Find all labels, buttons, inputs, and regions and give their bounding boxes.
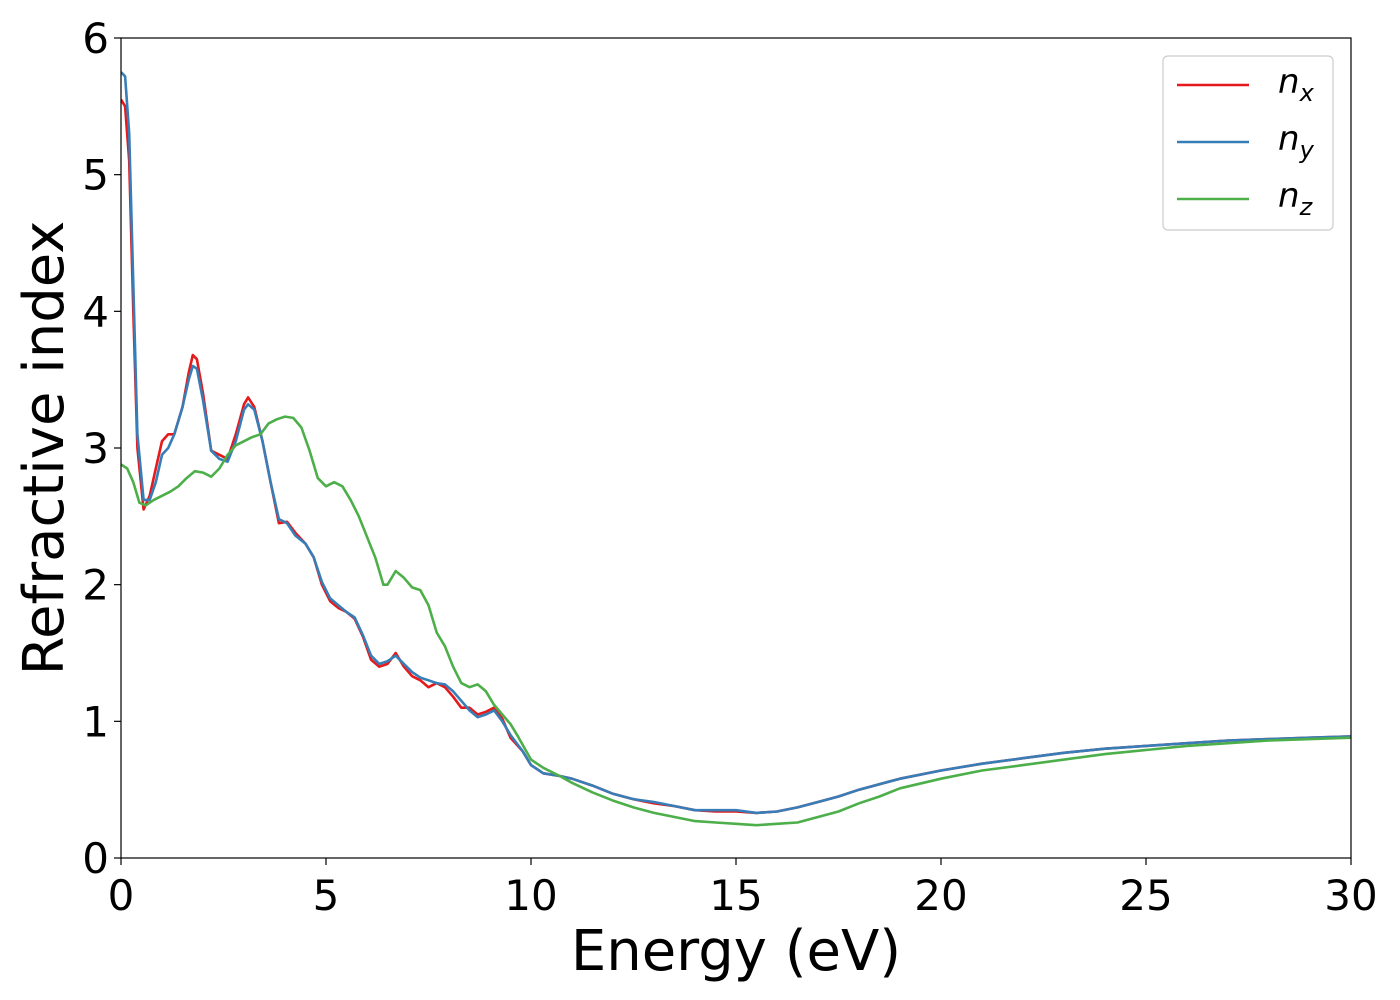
y-tick-label: 0 xyxy=(82,834,109,883)
x-tick-label: 10 xyxy=(504,871,557,920)
y-tick-label: 5 xyxy=(82,151,109,200)
legend-label-ny: ny xyxy=(1278,119,1315,164)
series-line-nz xyxy=(121,415,1351,827)
y-axis-ticks: 0 1 2 3 4 5 6 xyxy=(82,14,121,883)
x-tick-label: 20 xyxy=(914,871,967,920)
legend: nx ny nz xyxy=(1162,55,1334,231)
x-axis-label: Energy (eV) xyxy=(571,919,901,984)
y-tick-label: 1 xyxy=(82,697,109,746)
y-tick-label: 3 xyxy=(82,424,109,473)
x-tick-label: 25 xyxy=(1119,871,1172,920)
y-axis-label: Refractive index xyxy=(12,221,77,676)
x-tick-label: 30 xyxy=(1324,871,1377,920)
x-tick-label: 15 xyxy=(709,871,762,920)
series-line-ny xyxy=(121,71,1351,815)
x-axis-ticks: 0 5 10 15 20 25 30 xyxy=(108,858,1378,920)
y-tick-label: 2 xyxy=(82,561,109,610)
series-layer xyxy=(121,71,1351,827)
x-tick-label: 5 xyxy=(313,871,340,920)
legend-label-nx: nx xyxy=(1278,62,1315,107)
y-tick-label: 6 xyxy=(82,14,109,63)
legend-label-nz: nz xyxy=(1278,176,1314,221)
y-tick-label: 4 xyxy=(82,287,109,336)
x-tick-label: 0 xyxy=(108,871,135,920)
